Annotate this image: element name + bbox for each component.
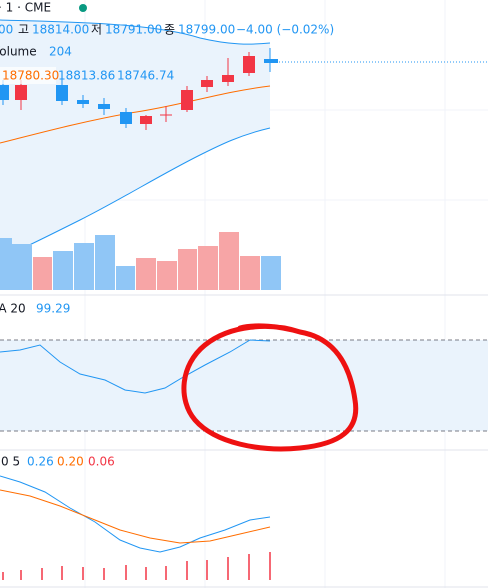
macd-histogram bbox=[2, 552, 271, 580]
annotation-circle bbox=[181, 323, 359, 452]
bb-lower: 18746.74 bbox=[117, 69, 174, 83]
open-value: 00 bbox=[0, 23, 13, 37]
signal-line bbox=[0, 489, 271, 544]
symbol: · 1 · CME bbox=[0, 1, 51, 15]
macd-value: 0.26 bbox=[27, 455, 54, 469]
bollinger-lower bbox=[0, 127, 271, 259]
rsi-band bbox=[0, 340, 488, 431]
status-dot bbox=[79, 4, 87, 12]
histogram-value: 0.06 bbox=[88, 455, 115, 469]
volume-bars bbox=[0, 232, 281, 290]
ohlc-legend: 00 고 18814.00 저 18791.00 종 18799.00 −4.0… bbox=[0, 23, 334, 37]
close-label: 종 bbox=[164, 23, 175, 37]
rsi-label: MA 20 bbox=[0, 302, 26, 316]
rsi-line bbox=[0, 339, 271, 394]
legend-bg bbox=[0, 67, 56, 84]
bollinger-upper bbox=[0, 19, 271, 45]
volume-label: Volume bbox=[0, 45, 37, 59]
change: −4.00 (−0.02%) bbox=[236, 23, 334, 37]
bollinger-fill bbox=[0, 20, 270, 258]
high-value: 18814.00 bbox=[32, 23, 89, 37]
bb-basis: 18780.30 bbox=[2, 69, 59, 83]
signal-value: 0.20 bbox=[57, 455, 84, 469]
close-value: 18799.00 bbox=[178, 23, 235, 37]
candles bbox=[0, 48, 278, 130]
low-value: 18791.00 bbox=[105, 23, 162, 37]
macd-line bbox=[0, 475, 271, 553]
high-label: 고 bbox=[18, 23, 29, 37]
volume-value: 204 bbox=[49, 45, 72, 59]
rsi-value: 99.29 bbox=[36, 302, 70, 316]
macd-label: 0 5 bbox=[1, 455, 20, 469]
bb-upper: 18813.86 bbox=[58, 69, 115, 83]
low-label: 저 bbox=[91, 23, 102, 37]
